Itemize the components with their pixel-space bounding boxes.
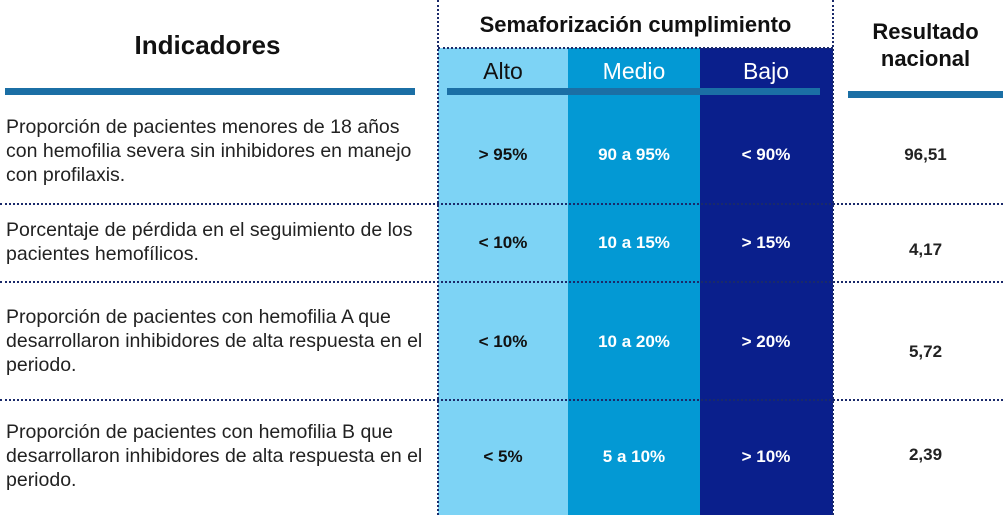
indicator-text: Proporción de pacientes menores de 18 añ… xyxy=(6,116,412,186)
header-underline xyxy=(447,88,820,95)
cell-medio: 10 a 15% xyxy=(598,233,670,252)
header-alto: Alto xyxy=(483,58,523,84)
cell-resultado: 2,39 xyxy=(908,445,943,464)
divider-vertical xyxy=(832,0,834,515)
row-divider xyxy=(0,203,1003,205)
header-semaforizacion: Semaforización cumplimiento xyxy=(479,12,792,37)
cell-bajo: < 90% xyxy=(741,145,791,164)
cell-alto: < 10% xyxy=(478,233,528,252)
cell-alto: > 95% xyxy=(478,145,528,164)
indicator-text: Porcentaje de pérdida en el seguimiento … xyxy=(6,219,413,265)
indicator-text: Proporción de pacientes con hemofilia B … xyxy=(6,421,423,491)
header-indicadores: Indicadores xyxy=(134,30,281,60)
cell-resultado: 5,72 xyxy=(908,342,943,361)
header-resultado-line2: nacional xyxy=(880,46,971,71)
cell-resultado: 96,51 xyxy=(904,145,947,164)
cell-alto: < 5% xyxy=(483,447,523,466)
cell-medio: 10 a 20% xyxy=(598,332,670,351)
cell-bajo: > 15% xyxy=(741,233,791,252)
header-resultado-line1: Resultado xyxy=(872,19,979,44)
header-underline xyxy=(5,88,415,95)
indicator-text: Proporción de pacientes con hemofilia A … xyxy=(6,306,423,376)
cell-bajo: > 10% xyxy=(741,447,791,466)
row-divider xyxy=(0,281,1003,283)
divider-horizontal xyxy=(438,47,833,49)
header-medio: Medio xyxy=(602,58,666,84)
header-underline xyxy=(848,91,1003,98)
header-bajo: Bajo xyxy=(742,58,790,84)
cell-medio: 5 a 10% xyxy=(602,447,666,466)
row-divider xyxy=(0,399,1003,401)
cell-bajo: > 20% xyxy=(741,332,791,351)
header-resultado: Resultado nacional xyxy=(848,18,1003,72)
cell-medio: 90 a 95% xyxy=(598,145,670,164)
divider-vertical xyxy=(437,0,439,515)
cell-resultado: 4,17 xyxy=(908,240,943,259)
cell-alto: < 10% xyxy=(478,332,528,351)
